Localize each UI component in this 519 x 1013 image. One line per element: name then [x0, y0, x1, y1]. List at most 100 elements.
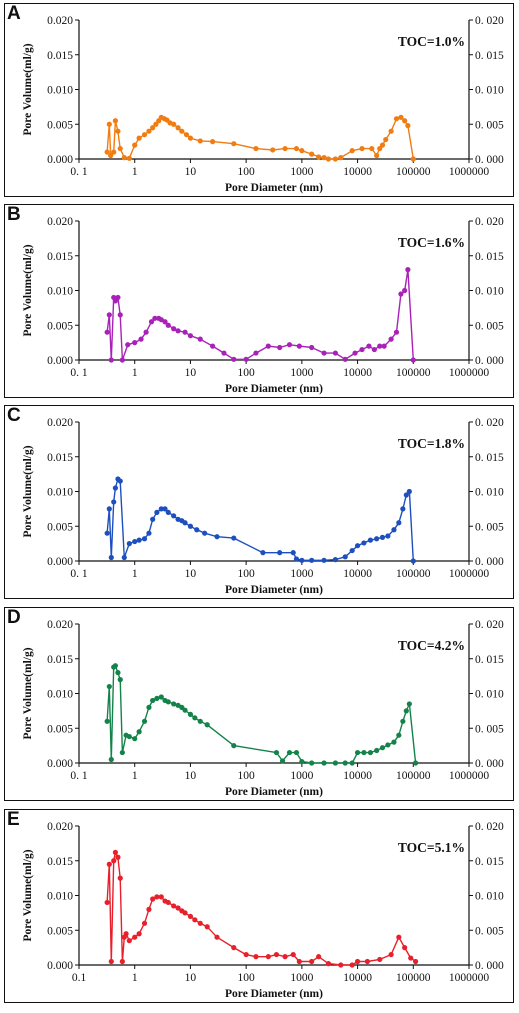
y-tick-label-right: 0. 000 — [475, 960, 504, 972]
data-point — [197, 138, 203, 144]
data-point — [146, 906, 152, 912]
data-point — [132, 934, 138, 940]
y-tick-label: 0.020 — [47, 821, 73, 833]
data-point — [379, 142, 386, 148]
y-axis-title: Pore Volume(ml/g) — [22, 849, 34, 941]
data-point — [171, 513, 177, 519]
data-point — [104, 149, 110, 155]
data-point — [209, 139, 216, 145]
data-point — [321, 155, 327, 161]
data-point — [403, 708, 409, 714]
y-tick-label-right: 0. 010 — [475, 487, 504, 499]
panel-label: A — [7, 3, 21, 24]
data-point — [349, 760, 355, 766]
chart-b: 0.000 0. 000 0.005 0. 005 0.010 0. 010 0.015 0.… — [22, 216, 504, 395]
x-tick-label: 100 — [238, 166, 256, 178]
data-point — [286, 342, 293, 348]
y-tick-label: 0.020 — [47, 417, 73, 429]
data-point — [398, 291, 404, 297]
data-point — [146, 704, 152, 710]
data-point — [141, 536, 148, 542]
y-tick-label-right: 0. 020 — [475, 216, 504, 228]
data-point — [158, 506, 164, 512]
data-point — [402, 287, 408, 294]
data-point — [115, 670, 121, 676]
data-point — [112, 849, 118, 856]
y-tick-label: 0.005 — [47, 521, 73, 533]
data-point — [396, 520, 402, 526]
y-tick-label-right: 0. 000 — [475, 355, 504, 367]
x-tick-label: 1000 — [290, 166, 313, 178]
data-point — [115, 128, 121, 134]
x-tick-label: 1 — [132, 972, 138, 984]
data-point — [171, 701, 177, 707]
data-point — [332, 156, 339, 162]
chart-d: 0.000 0. 000 0.005 0. 005 0.010 0. 010 0.015 0.… — [22, 619, 504, 798]
data-point — [299, 148, 305, 154]
data-point — [354, 543, 361, 549]
data-point — [187, 913, 194, 919]
data-point — [108, 958, 114, 965]
panel-label: C — [7, 405, 21, 426]
y-tick-label-right: 0. 005 — [475, 119, 504, 131]
data-point — [126, 155, 132, 161]
data-point — [408, 955, 414, 961]
y-tick-label: 0.010 — [47, 487, 73, 499]
data-point — [136, 537, 142, 543]
data-point — [214, 934, 220, 940]
x-axis-title: Pore Diameter (nm) — [225, 988, 323, 1000]
data-point — [290, 550, 296, 556]
data-point — [296, 343, 302, 349]
y-tick-label: 0.015 — [47, 452, 73, 464]
data-point — [332, 760, 339, 766]
data-point — [410, 156, 416, 162]
x-tick-label: 1000 — [290, 972, 313, 984]
data-point — [385, 533, 391, 539]
data-point — [374, 152, 380, 159]
data-point — [141, 718, 148, 724]
y-tick-label-right: 0. 015 — [475, 654, 504, 666]
y-tick-label-right: 0. 020 — [475, 417, 504, 429]
data-point — [194, 527, 200, 533]
x-axis-title: Pore Diameter (nm) — [225, 786, 323, 798]
data-point — [111, 499, 117, 505]
data-point — [104, 718, 110, 724]
data-point — [265, 954, 271, 960]
data-point — [158, 694, 164, 700]
data-point — [108, 357, 114, 363]
data-point — [309, 760, 315, 766]
data-point — [192, 715, 198, 721]
data-point — [393, 116, 400, 122]
data-point — [282, 145, 288, 152]
data-point — [299, 557, 305, 563]
toc-annotation: TOC=5.1% — [398, 840, 465, 855]
data-point — [364, 958, 370, 965]
data-point — [158, 894, 164, 900]
y-tick-label: 0.000 — [47, 355, 73, 367]
data-point — [132, 340, 138, 346]
data-point — [332, 557, 339, 563]
data-point — [243, 356, 249, 362]
y-tick-label-right: 0. 000 — [475, 758, 504, 770]
data-point — [316, 154, 322, 160]
data-point — [183, 132, 190, 138]
data-point — [388, 336, 394, 342]
data-point — [400, 718, 406, 724]
data-point — [150, 516, 156, 522]
data-point — [321, 557, 327, 563]
data-point — [154, 509, 160, 515]
data-point — [403, 492, 409, 498]
data-point — [104, 899, 110, 906]
data-point — [342, 356, 348, 362]
y-tick-label: 0.010 — [47, 85, 73, 97]
data-point — [143, 329, 149, 335]
y-tick-label: 0.000 — [47, 556, 73, 568]
data-point — [197, 718, 203, 724]
data-point — [119, 958, 125, 965]
toc-annotation: TOC=4.2% — [398, 638, 465, 653]
data-point — [410, 558, 416, 564]
x-tick-label: 1000000 — [449, 367, 490, 379]
data-point — [379, 745, 386, 751]
data-point — [187, 135, 194, 141]
toc-annotation: TOC=1.6% — [398, 235, 465, 250]
